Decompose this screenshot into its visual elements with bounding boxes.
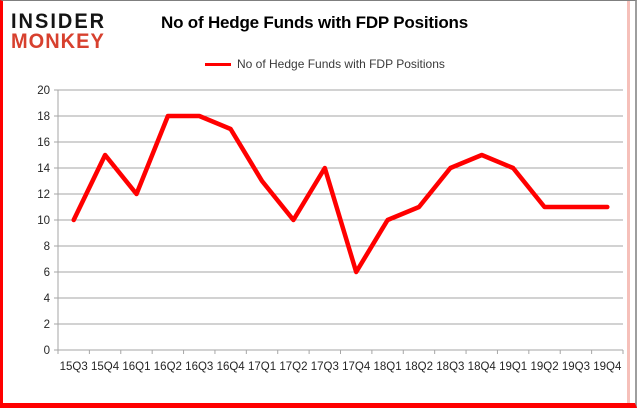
x-axis-label: 18Q2 (405, 361, 433, 373)
x-axis-label: 16Q3 (185, 361, 213, 373)
y-axis-label: 10 (37, 215, 50, 227)
y-axis-label: 14 (37, 163, 50, 175)
right-accent-strip (627, 1, 630, 403)
y-axis-label: 12 (37, 189, 50, 201)
x-axis-label: 16Q2 (154, 361, 182, 373)
x-axis-label: 15Q3 (60, 361, 88, 373)
insider-monkey-logo: INSIDER MONKEY (11, 9, 107, 54)
y-axis-label: 8 (44, 241, 50, 253)
y-axis-label: 16 (37, 137, 50, 149)
legend: No of Hedge Funds with FDP Positions (205, 57, 445, 71)
logo-text-monkey: MONKEY (11, 29, 105, 54)
y-axis-label: 18 (37, 111, 50, 123)
x-axis-label: 18Q1 (374, 361, 402, 373)
x-axis-label: 16Q4 (217, 361, 246, 373)
legend-line-swatch (205, 62, 231, 66)
x-axis-label: 19Q4 (593, 361, 622, 373)
x-axis-label: 17Q4 (342, 361, 371, 373)
x-axis-label: 16Q1 (122, 361, 150, 373)
x-axis-label: 15Q4 (91, 361, 120, 373)
x-axis-label: 17Q1 (248, 361, 276, 373)
x-axis-label: 17Q2 (279, 361, 307, 373)
chart-plot-area: 0 2 4 6 8 10 12 14 16 18 20 15Q3 15Q4 16Q1 16Q2 16Q3 16Q… (37, 85, 624, 373)
logo-text-insider: INSIDER (11, 9, 107, 34)
x-axis-label: 19Q1 (499, 361, 527, 373)
x-axis-label: 17Q3 (311, 361, 339, 373)
series-line (71, 113, 610, 275)
x-axis-label: 19Q3 (562, 361, 590, 373)
x-axis-label: 18Q3 (436, 361, 464, 373)
y-axis-label: 6 (44, 267, 50, 279)
y-axis-label: 2 (44, 319, 50, 331)
y-axis-label: 20 (37, 85, 50, 97)
x-axis-label: 18Q4 (468, 361, 497, 373)
chart-title: No of Hedge Funds with FDP Positions (161, 13, 468, 32)
legend-label: No of Hedge Funds with FDP Positions (237, 57, 445, 71)
x-axis-label: 19Q2 (530, 361, 558, 373)
y-axis-label: 4 (44, 293, 51, 305)
y-axis-label: 0 (44, 345, 50, 357)
